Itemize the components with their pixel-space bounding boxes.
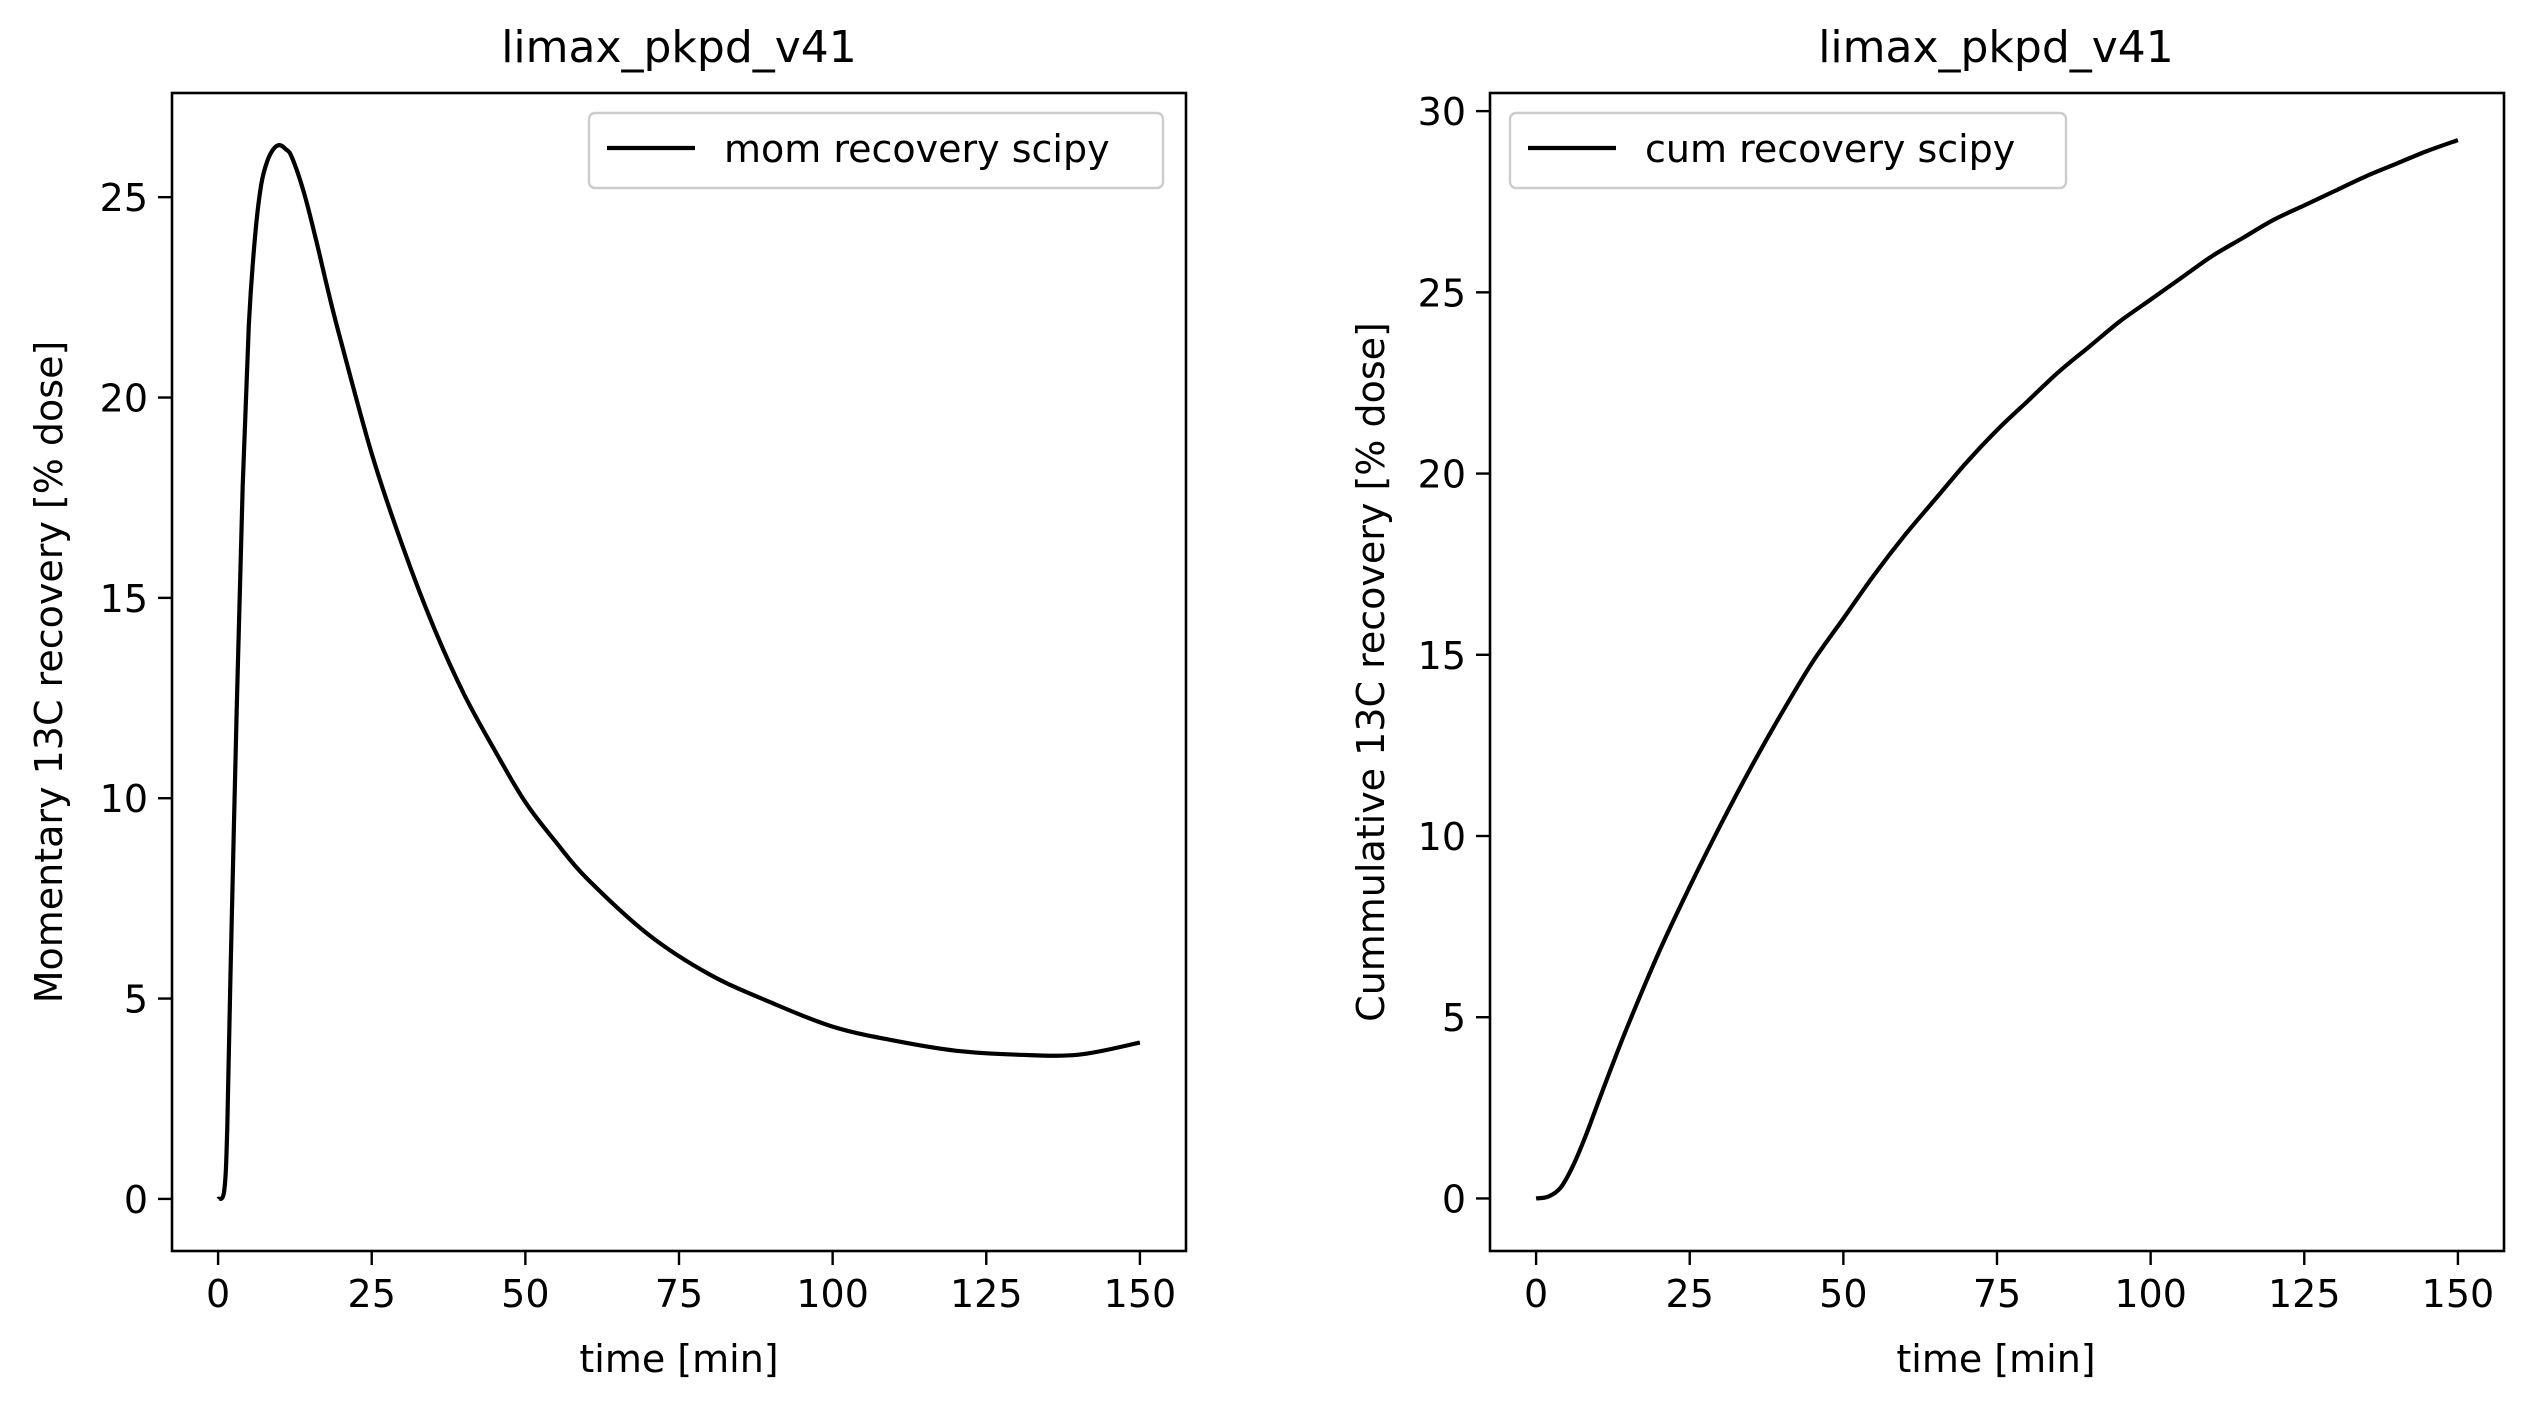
y-axis-ticks: 0 5 10 15 20 25 30 xyxy=(1418,90,1490,1221)
y-tick-label: 30 xyxy=(1418,90,1466,134)
x-tick-label: 50 xyxy=(1819,1272,1867,1316)
legend: mom recovery scipy xyxy=(587,111,1165,190)
y-tick-label: 10 xyxy=(100,777,148,821)
x-tick-label: 100 xyxy=(796,1272,869,1316)
y-tick-label: 5 xyxy=(1442,996,1466,1040)
y-tick-label: 5 xyxy=(124,978,148,1022)
legend-label: cum recovery scipy xyxy=(1645,127,2015,171)
series-line-mom-recovery-scipy xyxy=(216,143,1141,1202)
x-tick-label: 50 xyxy=(501,1272,549,1316)
momentary-recovery-chart: limax_pkpd_v41 0 25 50 75 100 125 150 0 5 10 15 20… xyxy=(27,22,1188,1381)
x-axis-label: time [min] xyxy=(579,1337,778,1381)
x-axis-ticks: 0 25 50 75 100 125 150 xyxy=(1524,1251,2494,1316)
series-line-cum-recovery-scipy xyxy=(1535,138,2459,1201)
y-tick-label: 20 xyxy=(100,377,148,421)
legend: cum recovery scipy xyxy=(1508,111,2068,190)
x-tick-label: 125 xyxy=(950,1272,1023,1316)
x-tick-label: 150 xyxy=(2422,1272,2495,1316)
y-tick-label: 10 xyxy=(1418,815,1466,859)
x-tick-label: 75 xyxy=(655,1272,703,1316)
legend-label: mom recovery scipy xyxy=(724,127,1110,171)
y-tick-label: 25 xyxy=(100,176,148,220)
y-tick-label: 0 xyxy=(1442,1177,1466,1221)
x-tick-label: 100 xyxy=(2114,1272,2187,1316)
cumulative-recovery-chart: limax_pkpd_v41 0 25 50 75 100 125 150 0 5 10 15 20… xyxy=(1349,22,2506,1381)
y-axis-label: Cummulative 13C recovery [% dose] xyxy=(1349,322,1393,1022)
x-axis-label: time [min] xyxy=(1896,1337,2095,1381)
y-tick-label: 25 xyxy=(1418,271,1466,315)
x-tick-label: 150 xyxy=(1104,1272,1177,1316)
y-tick-label: 15 xyxy=(100,577,148,621)
x-tick-label: 0 xyxy=(1524,1272,1548,1316)
chart-title: limax_pkpd_v41 xyxy=(1818,22,2174,73)
x-tick-label: 125 xyxy=(2268,1272,2341,1316)
x-tick-label: 75 xyxy=(1973,1272,2021,1316)
chart-title: limax_pkpd_v41 xyxy=(501,22,857,73)
y-axis-label: Momentary 13C recovery [% dose] xyxy=(27,341,71,1004)
y-tick-label: 15 xyxy=(1418,634,1466,678)
legend-box xyxy=(587,111,1165,190)
y-tick-label: 0 xyxy=(124,1178,148,1222)
y-tick-label: 20 xyxy=(1418,453,1466,497)
x-tick-label: 0 xyxy=(206,1272,230,1316)
x-tick-label: 25 xyxy=(1666,1272,1714,1316)
x-tick-label: 25 xyxy=(348,1272,396,1316)
x-axis-ticks: 0 25 50 75 100 125 150 xyxy=(206,1251,1176,1316)
y-axis-ticks: 0 5 10 15 20 25 xyxy=(100,176,172,1222)
legend-box xyxy=(1508,111,2068,190)
